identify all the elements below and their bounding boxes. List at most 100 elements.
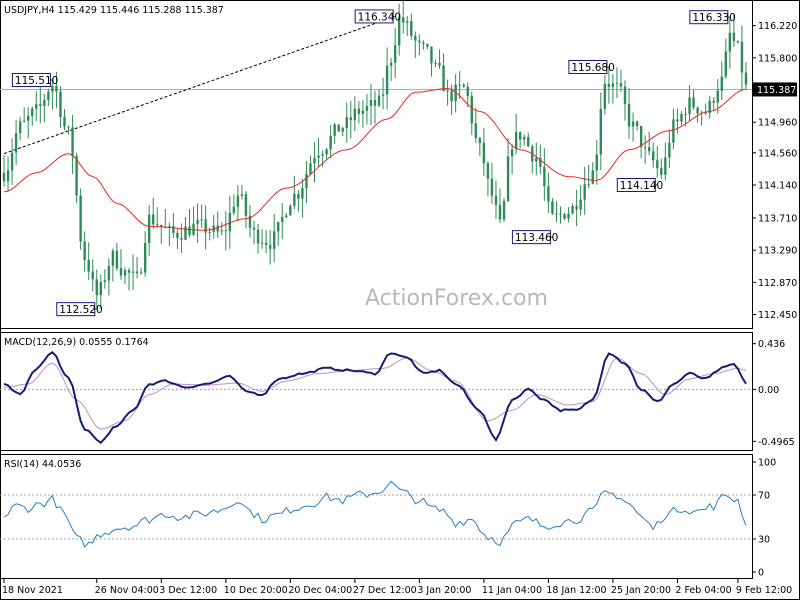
candle-body — [660, 168, 663, 175]
price-callout-box — [56, 302, 96, 317]
x-axis: 18 Nov 2021 26 Nov 04:00 3 Dec 12:00 10 Dec… — [2, 579, 792, 596]
candle-body — [639, 126, 643, 148]
candle-body — [55, 85, 58, 92]
candle-body — [6, 170, 10, 182]
candle-body — [381, 94, 385, 96]
macd-signal-line — [3, 357, 747, 430]
price-callout-label: 116.330 — [692, 12, 735, 24]
candle-body — [345, 117, 348, 129]
candle-body — [688, 97, 691, 114]
candle-body — [79, 195, 82, 242]
candle-body — [736, 41, 740, 43]
candle-body — [232, 206, 236, 213]
price-callout-box — [354, 9, 394, 24]
price-callout-label: 115.680 — [571, 62, 614, 74]
candle-body — [47, 91, 50, 101]
candle-body — [293, 193, 296, 206]
price-callout-box — [568, 60, 608, 75]
candle-body — [740, 41, 744, 73]
candle-body — [361, 110, 365, 115]
candle-body — [708, 100, 711, 114]
candle-body — [268, 244, 272, 249]
candle-body — [131, 271, 135, 273]
price-callout-label: 112.520 — [59, 304, 102, 316]
candle-body — [603, 83, 607, 109]
candle-body — [236, 195, 240, 207]
candle-body — [389, 62, 393, 66]
x-tick-label: 3 Dec 12:00 — [159, 585, 217, 596]
candle-body — [188, 226, 191, 235]
candle-body — [627, 104, 631, 127]
candle-body — [478, 137, 482, 143]
price-ytick-label: 116.220 — [758, 21, 797, 32]
candle-body — [285, 215, 288, 218]
candle-body — [664, 157, 667, 175]
price-ytick-label: 114.560 — [758, 148, 797, 159]
macd-ytick-label: 0.00 — [758, 385, 779, 396]
rsi-ytick-label: 100 — [758, 458, 776, 469]
candle-body — [147, 214, 151, 244]
rsi-panel: 100 70 30 0 — [0, 458, 776, 579]
candle-body — [724, 51, 728, 77]
candle-body — [220, 230, 223, 232]
price-panel-title: USDJPY,H4 115.429 115.446 115.288 115.38… — [4, 5, 224, 16]
candle-body — [563, 214, 566, 219]
rsi-ytick-label: 30 — [758, 535, 770, 546]
candle-body — [305, 174, 308, 189]
candle-body — [446, 90, 449, 92]
price-ytick-label: 112.870 — [758, 278, 797, 289]
candle-body — [426, 43, 429, 47]
candle-body — [75, 156, 78, 196]
candle-body — [474, 123, 478, 138]
candle-body — [450, 90, 453, 102]
candle-body — [369, 99, 373, 106]
price-callout-box — [616, 178, 656, 193]
trendline — [3, 15, 396, 155]
macd-panel-border — [0, 332, 753, 451]
candle-body — [704, 112, 707, 114]
x-tick-label: 26 Nov 04:00 — [95, 585, 159, 596]
candle-body — [95, 279, 98, 296]
candle-body — [575, 205, 578, 210]
candle-body — [527, 137, 530, 147]
candle-body — [152, 214, 155, 225]
candle-body — [329, 135, 332, 150]
candle-body — [160, 224, 163, 227]
candle-body — [240, 194, 244, 196]
candle-body — [579, 199, 582, 210]
candle-body — [422, 42, 425, 44]
candle-body — [373, 99, 377, 106]
x-tick-label: 27 Dec 12:00 — [353, 585, 417, 596]
candle-body — [607, 83, 611, 87]
candle-body — [414, 35, 417, 41]
candle-body — [119, 268, 123, 276]
price-panel-border — [0, 0, 753, 329]
candle-body — [313, 157, 316, 164]
candle-body — [35, 104, 38, 109]
candle-body — [458, 84, 461, 86]
candle-body — [216, 225, 219, 232]
candle-body — [176, 232, 179, 239]
x-tick-label: 18 Nov 2021 — [2, 585, 63, 596]
candle-body — [599, 108, 603, 155]
candle-body — [385, 65, 389, 95]
x-tick-label: 10 Dec 20:00 — [224, 585, 288, 596]
candle-body — [309, 163, 312, 175]
candle-body — [127, 270, 131, 273]
macd-panel: 0.436 0.00 -0.4965 — [0, 339, 795, 448]
candle-body — [341, 128, 344, 132]
candle-body — [728, 32, 732, 52]
candle-body — [623, 86, 627, 105]
candle-body — [551, 201, 554, 214]
price-ytick-label: 114.960 — [758, 118, 797, 129]
price-callout-label: 116.340 — [358, 11, 401, 23]
candle-body — [281, 217, 284, 223]
rsi-panel-border — [0, 454, 753, 579]
price-callout-box — [11, 73, 51, 88]
candle-body — [648, 147, 651, 152]
candle-body — [571, 205, 574, 214]
candle-body — [547, 186, 550, 202]
candle-body — [692, 97, 695, 108]
candle-body — [523, 137, 526, 140]
